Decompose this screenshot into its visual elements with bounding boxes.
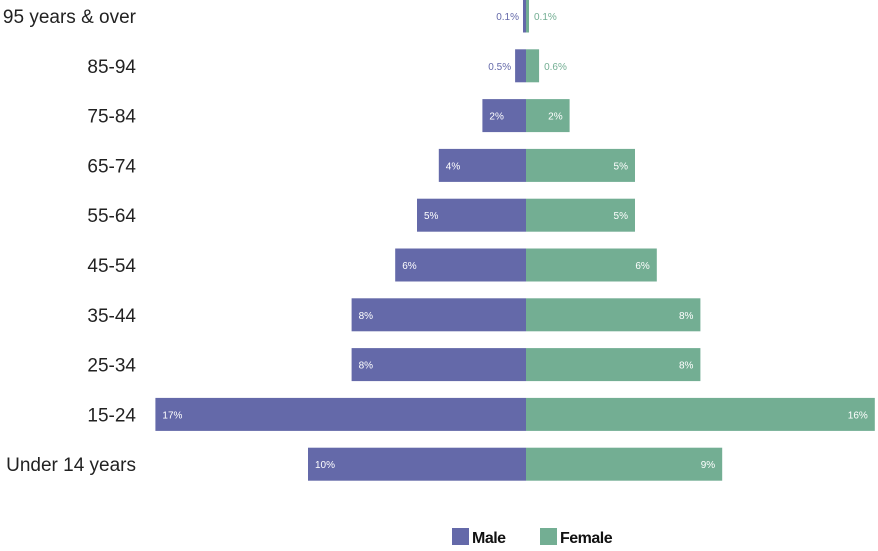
bar-label-male: 8%	[359, 311, 374, 322]
bar-male	[351, 348, 526, 382]
bar-label-female: 5%	[614, 211, 629, 222]
category-label: 45-54	[87, 256, 136, 277]
bar-female	[526, 447, 723, 481]
bar-female	[526, 248, 657, 282]
bar-female	[526, 348, 701, 382]
bars	[155, 0, 875, 481]
bar-female	[526, 49, 540, 83]
bar-female	[526, 198, 635, 232]
bar-male	[515, 49, 526, 83]
category-label: 55-64	[87, 206, 136, 227]
bar-label-female: 6%	[635, 261, 650, 272]
category-label: 35-44	[87, 306, 136, 327]
bar-label-female: 2%	[548, 112, 563, 123]
category-label: 75-84	[87, 107, 136, 128]
bar-label-male: 10%	[315, 460, 335, 471]
bar-label-female: 8%	[679, 361, 694, 372]
bar-label-male: 0.1%	[496, 12, 519, 23]
bar-label-male: 4%	[446, 161, 461, 172]
bar-label-male: 0.5%	[488, 62, 511, 73]
legend: Male Female	[452, 528, 613, 547]
category-labels: 95 years & over 85-94 75-84 65-74 55-64 45-54…	[3, 7, 137, 476]
legend-swatch-female	[540, 528, 557, 545]
category-label: 15-24	[87, 405, 136, 426]
bar-female	[526, 397, 875, 431]
bar-labels: 0.1% 0.1% 0.5% 0.6% 2% 2% 4% 5% 5% 5% 6% 6% 8% 8% 8% 8%…	[162, 12, 868, 471]
bar-label-female: 5%	[614, 161, 629, 172]
bar-male	[523, 0, 526, 33]
bar-female	[526, 99, 570, 133]
bar-male	[438, 148, 526, 182]
bar-male	[395, 248, 526, 282]
bar-male	[351, 298, 526, 332]
legend-label-male: Male	[472, 530, 506, 547]
bar-label-female: 8%	[679, 311, 694, 322]
bar-label-female: 16%	[848, 410, 868, 421]
bar-female	[526, 148, 635, 182]
bar-male	[308, 447, 526, 481]
bar-female	[526, 298, 701, 332]
legend-swatch-male	[452, 528, 469, 545]
bar-label-male: 2%	[489, 112, 504, 123]
bar-label-female: 9%	[701, 460, 716, 471]
category-label: 95 years & over	[3, 7, 137, 28]
bar-male	[417, 198, 526, 232]
bar-male	[482, 99, 526, 133]
bar-female	[526, 0, 529, 33]
bar-label-male: 6%	[402, 261, 417, 272]
bar-male	[155, 397, 526, 431]
bar-label-female: 0.6%	[544, 62, 567, 73]
bar-label-male: 17%	[162, 410, 182, 421]
category-label: 65-74	[87, 156, 136, 177]
category-label: 85-94	[87, 57, 136, 78]
category-label: Under 14 years	[6, 455, 136, 476]
bar-label-female: 0.1%	[534, 12, 557, 23]
bar-label-male: 8%	[359, 361, 374, 372]
bar-label-male: 5%	[424, 211, 439, 222]
legend-label-female: Female	[560, 530, 613, 547]
category-label: 25-34	[87, 356, 136, 377]
